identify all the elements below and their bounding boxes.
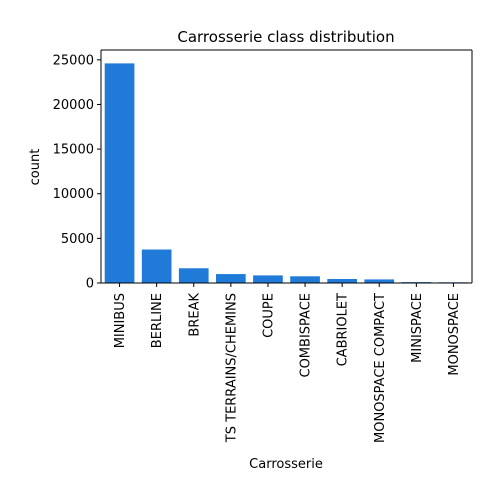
bar-combispace [290,276,320,283]
x-tick-label: MONOSPACE [447,293,462,376]
y-tick-label: 10000 [53,187,94,202]
x-tick-label: BERLINE [150,293,165,348]
chart-title: Carrosserie class distribution [177,28,394,46]
plot-frame [100,49,473,284]
x-tick-label: MINIBUS [113,293,128,348]
bar-berline [141,249,172,283]
x-tick-label: MINISPACE [410,293,425,363]
x-tick-label: TS TERRAINS/CHEMINS [224,293,239,443]
y-axis-label: count [28,149,43,186]
y-tick-label: 25000 [53,53,94,68]
bar-cabriolet [327,278,357,283]
y-tick-label: 0 [86,277,94,292]
x-tick-label: BREAK [187,293,202,337]
x-tick-label: COMBISPACE [299,293,314,378]
bar-break [178,268,209,283]
bar-monospace-compact [364,279,395,283]
y-tick-label: 15000 [53,143,94,158]
y-axis: 0 5000 10000 15000 20000 25000 [53,53,101,292]
y-tick-label: 20000 [53,98,94,113]
x-tick-label: CABRIOLET [336,293,351,366]
bar-ts-terrains-chemins [216,274,246,283]
x-tick-label: MONOSPACE COMPACT [373,293,388,443]
x-axis-label: Carrosserie [249,457,323,472]
bar-coupe [253,275,283,283]
bar-minibus [104,63,135,283]
bars-group [104,63,469,283]
x-axis: MINIBUS BERLINE BREAK TS TERRAINS/CHEMINS CO… [113,283,462,443]
x-tick-label: COUPE [261,293,276,338]
y-tick-label: 5000 [61,232,94,247]
